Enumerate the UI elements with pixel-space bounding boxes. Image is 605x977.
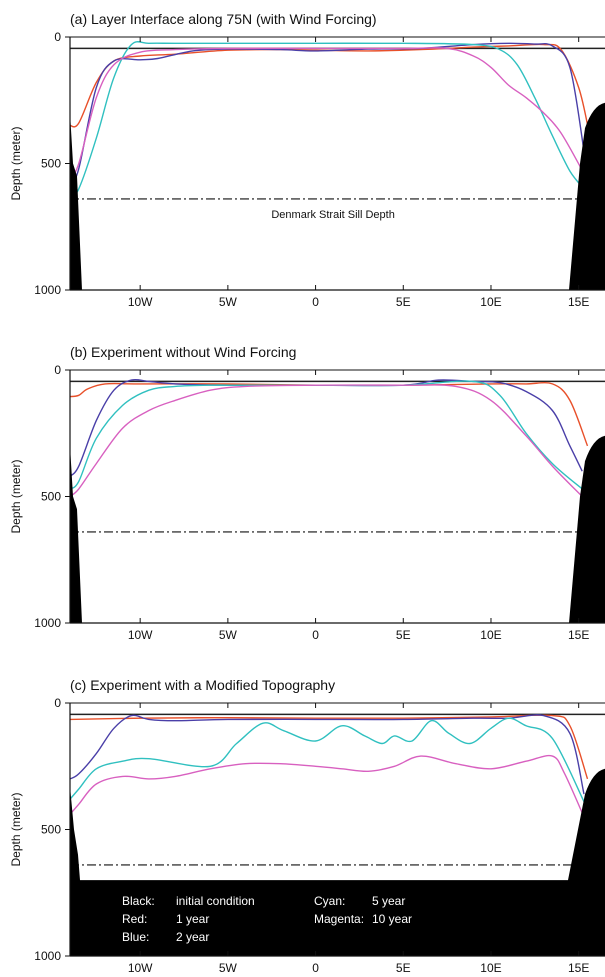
legend-label: Black: <box>122 894 155 908</box>
series-line-1 <box>69 382 589 447</box>
x-tick-label: 5E <box>396 295 411 309</box>
series-line-3 <box>69 717 585 803</box>
x-tick-label: 5W <box>219 628 238 642</box>
panel-title: (b) Experiment without Wind Forcing <box>70 344 296 360</box>
series-line-2 <box>69 714 585 795</box>
topography-modified <box>70 768 605 956</box>
x-tick-label: 5E <box>396 961 411 975</box>
y-tick-label: 0 <box>54 30 61 44</box>
legend-label: Magenta: <box>314 912 364 926</box>
x-tick-label: 10E <box>480 628 501 642</box>
legend-value: 10 year <box>372 912 412 926</box>
x-tick-label: 0 <box>312 961 319 975</box>
y-tick-label: 500 <box>41 490 61 504</box>
legend-value: initial condition <box>176 894 255 908</box>
topography-east <box>569 435 605 623</box>
series-line-3 <box>69 380 583 490</box>
series-line-2 <box>69 378 583 477</box>
x-tick-label: 15E <box>568 295 589 309</box>
y-tick-label: 0 <box>54 696 61 710</box>
y-tick-label: 0 <box>54 363 61 377</box>
series-line-3 <box>69 41 585 198</box>
y-tick-label: 1000 <box>34 283 61 297</box>
x-tick-label: 10W <box>128 628 153 642</box>
series-line-1 <box>69 714 589 780</box>
legend-value: 5 year <box>372 894 405 908</box>
x-tick-label: 10W <box>128 961 153 975</box>
sill-depth-annotation: Denmark Strait Sill Depth <box>271 209 395 221</box>
x-tick-label: 10E <box>480 295 501 309</box>
x-tick-label: 5E <box>396 628 411 642</box>
x-tick-label: 5W <box>219 961 238 975</box>
x-tick-label: 0 <box>312 628 319 642</box>
x-tick-label: 5W <box>219 295 238 309</box>
y-axis-label: Depth (meter) <box>9 126 23 200</box>
y-axis-label: Depth (meter) <box>9 792 23 866</box>
legend-label: Cyan: <box>314 894 345 908</box>
topography-west <box>70 112 82 291</box>
panel-3: (c) Experiment with a Modified Topograph… <box>9 677 605 975</box>
topography-west <box>70 445 82 623</box>
legend-value: 1 year <box>176 912 209 926</box>
x-tick-label: 0 <box>312 295 319 309</box>
y-tick-label: 1000 <box>34 616 61 630</box>
x-tick-label: 15E <box>568 961 589 975</box>
legend-value: 2 year <box>176 930 209 944</box>
x-tick-label: 10E <box>480 961 501 975</box>
panel-1: (a) Layer Interface along 75N (with Wind… <box>9 11 605 309</box>
series-line-4 <box>69 384 583 498</box>
x-tick-label: 10W <box>128 295 153 309</box>
topography-east <box>569 102 605 290</box>
panel-title: (c) Experiment with a Modified Topograph… <box>70 677 335 693</box>
series-line-4 <box>69 754 585 818</box>
y-tick-label: 500 <box>41 157 61 171</box>
panel-2: (b) Experiment without Wind Forcing Depth… <box>9 344 605 642</box>
legend-label: Blue: <box>122 930 149 944</box>
x-tick-label: 15E <box>568 628 589 642</box>
y-axis-label: Depth (meter) <box>9 459 23 533</box>
y-tick-label: 1000 <box>34 949 61 963</box>
legend-label: Red: <box>122 912 147 926</box>
panel-title: (a) Layer Interface along 75N (with Wind… <box>70 11 377 27</box>
series-line-2 <box>69 42 585 187</box>
series-line-4 <box>69 47 585 180</box>
y-tick-label: 500 <box>41 823 61 837</box>
